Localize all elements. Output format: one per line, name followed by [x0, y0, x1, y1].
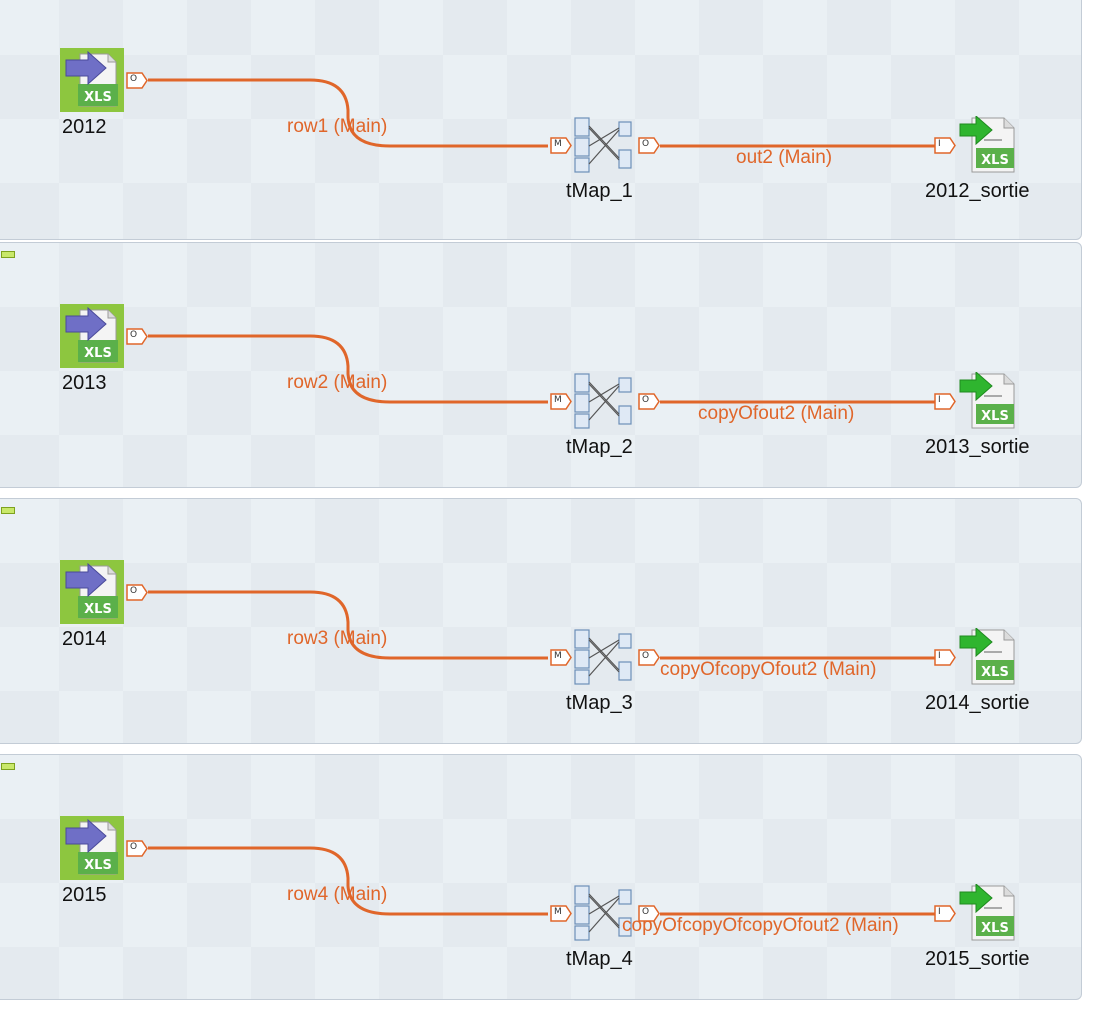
- tmap-component-label[interactable]: tMap_3: [566, 692, 633, 714]
- svg-text:XLS: XLS: [981, 153, 1009, 168]
- xls-input-icon[interactable]: XLS: [60, 48, 124, 112]
- svg-text:XLS: XLS: [84, 602, 112, 617]
- output-component-label[interactable]: 2013_sortie: [925, 436, 1030, 458]
- connections: [148, 590, 936, 660]
- tmap-icon[interactable]: [572, 626, 636, 688]
- row-link[interactable]: [148, 590, 548, 660]
- subjob[interactable]: [0, 754, 1082, 1000]
- tmap-component-label[interactable]: tMap_1: [566, 180, 633, 202]
- input-component-label[interactable]: 2015: [62, 884, 107, 906]
- port-label: O: [130, 74, 138, 84]
- port-label: M: [554, 395, 562, 405]
- port-label: M: [554, 907, 562, 917]
- input-out-port[interactable]: O: [126, 840, 148, 857]
- out-link-label[interactable]: copyOfcopyOfcopyOfout2 (Main): [622, 915, 899, 936]
- xls-output-icon[interactable]: XLS: [958, 370, 1020, 430]
- input-component-label[interactable]: 2013: [62, 372, 107, 394]
- tmap-out-port[interactable]: O: [638, 137, 660, 154]
- port-label: O: [130, 330, 138, 340]
- output-component-label[interactable]: 2014_sortie: [925, 692, 1030, 714]
- tmap-component-label[interactable]: tMap_2: [566, 436, 633, 458]
- port-label: I: [938, 395, 941, 405]
- tmap-icon[interactable]: [572, 370, 636, 432]
- tmap-out-port[interactable]: O: [638, 649, 660, 666]
- subjob-group: XLS O 2013 row2 (Main) M O tMap_2 copyOf…: [0, 242, 1094, 512]
- subjob[interactable]: [0, 242, 1082, 488]
- svg-text:XLS: XLS: [84, 90, 112, 105]
- tmap-component-label[interactable]: tMap_4: [566, 948, 633, 970]
- subjob[interactable]: [0, 498, 1082, 744]
- row-link-label[interactable]: row4 (Main): [287, 884, 388, 905]
- tmap-icon[interactable]: [572, 114, 636, 176]
- output-component-label[interactable]: 2015_sortie: [925, 948, 1030, 970]
- xls-output-icon[interactable]: XLS: [958, 114, 1020, 174]
- row-link-label[interactable]: row3 (Main): [287, 628, 388, 649]
- input-out-port[interactable]: O: [126, 584, 148, 601]
- subjob-group: XLS O 2015 row4 (Main) M O tMap_4 copyOf…: [0, 754, 1094, 1024]
- tmap-main-port[interactable]: M: [550, 393, 572, 410]
- row-link-label[interactable]: row2 (Main): [287, 372, 388, 393]
- output-input-port[interactable]: I: [934, 137, 956, 154]
- tmap-out-port[interactable]: O: [638, 393, 660, 410]
- port-label: O: [130, 586, 138, 596]
- connections: [148, 334, 936, 404]
- port-label: O: [642, 395, 650, 405]
- output-input-port[interactable]: I: [934, 905, 956, 922]
- port-label: I: [938, 651, 941, 661]
- svg-text:XLS: XLS: [981, 921, 1009, 936]
- output-input-port[interactable]: I: [934, 393, 956, 410]
- row-link[interactable]: [148, 334, 548, 404]
- port-label: M: [554, 139, 562, 149]
- output-input-port[interactable]: I: [934, 649, 956, 666]
- out-link-label[interactable]: out2 (Main): [736, 147, 833, 168]
- port-label: I: [938, 139, 941, 149]
- port-label: I: [938, 907, 941, 917]
- output-component-label[interactable]: 2012_sortie: [925, 180, 1030, 202]
- subjob-collapse-button[interactable]: [1, 763, 15, 770]
- xls-input-icon[interactable]: XLS: [60, 816, 124, 880]
- tmap-main-port[interactable]: M: [550, 649, 572, 666]
- svg-text:XLS: XLS: [84, 346, 112, 361]
- subjob[interactable]: [0, 0, 1082, 240]
- subjob-group: XLS O 2012 row1 (Main) M O tMap_1 out2 (…: [0, 0, 1094, 256]
- svg-text:XLS: XLS: [84, 858, 112, 873]
- row-link[interactable]: [148, 846, 548, 916]
- row-link-label[interactable]: row1 (Main): [287, 116, 388, 137]
- xls-output-icon[interactable]: XLS: [958, 882, 1020, 942]
- input-out-port[interactable]: O: [126, 328, 148, 345]
- out-link-label[interactable]: copyOfout2 (Main): [698, 403, 855, 424]
- svg-text:XLS: XLS: [981, 665, 1009, 680]
- subjob-collapse-button[interactable]: [1, 251, 15, 258]
- port-label: O: [130, 842, 138, 852]
- port-label: M: [554, 651, 562, 661]
- input-component-label[interactable]: 2014: [62, 628, 107, 650]
- tmap-icon[interactable]: [572, 882, 636, 944]
- xls-output-icon[interactable]: XLS: [958, 626, 1020, 686]
- tmap-main-port[interactable]: M: [550, 905, 572, 922]
- input-component-label[interactable]: 2012: [62, 116, 107, 138]
- connections: [148, 846, 936, 916]
- input-out-port[interactable]: O: [126, 72, 148, 89]
- tmap-main-port[interactable]: M: [550, 137, 572, 154]
- svg-text:XLS: XLS: [981, 409, 1009, 424]
- port-label: O: [642, 907, 650, 917]
- tmap-out-port[interactable]: O: [638, 905, 660, 922]
- port-label: O: [642, 139, 650, 149]
- out-link-label[interactable]: copyOfcopyOfout2 (Main): [660, 659, 877, 680]
- connections: [148, 78, 936, 148]
- xls-input-icon[interactable]: XLS: [60, 560, 124, 624]
- row-link[interactable]: [148, 78, 548, 148]
- subjob-group: XLS O 2014 row3 (Main) M O tMap_3 copyOf…: [0, 498, 1094, 768]
- subjob-collapse-button[interactable]: [1, 507, 15, 514]
- xls-input-icon[interactable]: XLS: [60, 304, 124, 368]
- port-label: O: [642, 651, 650, 661]
